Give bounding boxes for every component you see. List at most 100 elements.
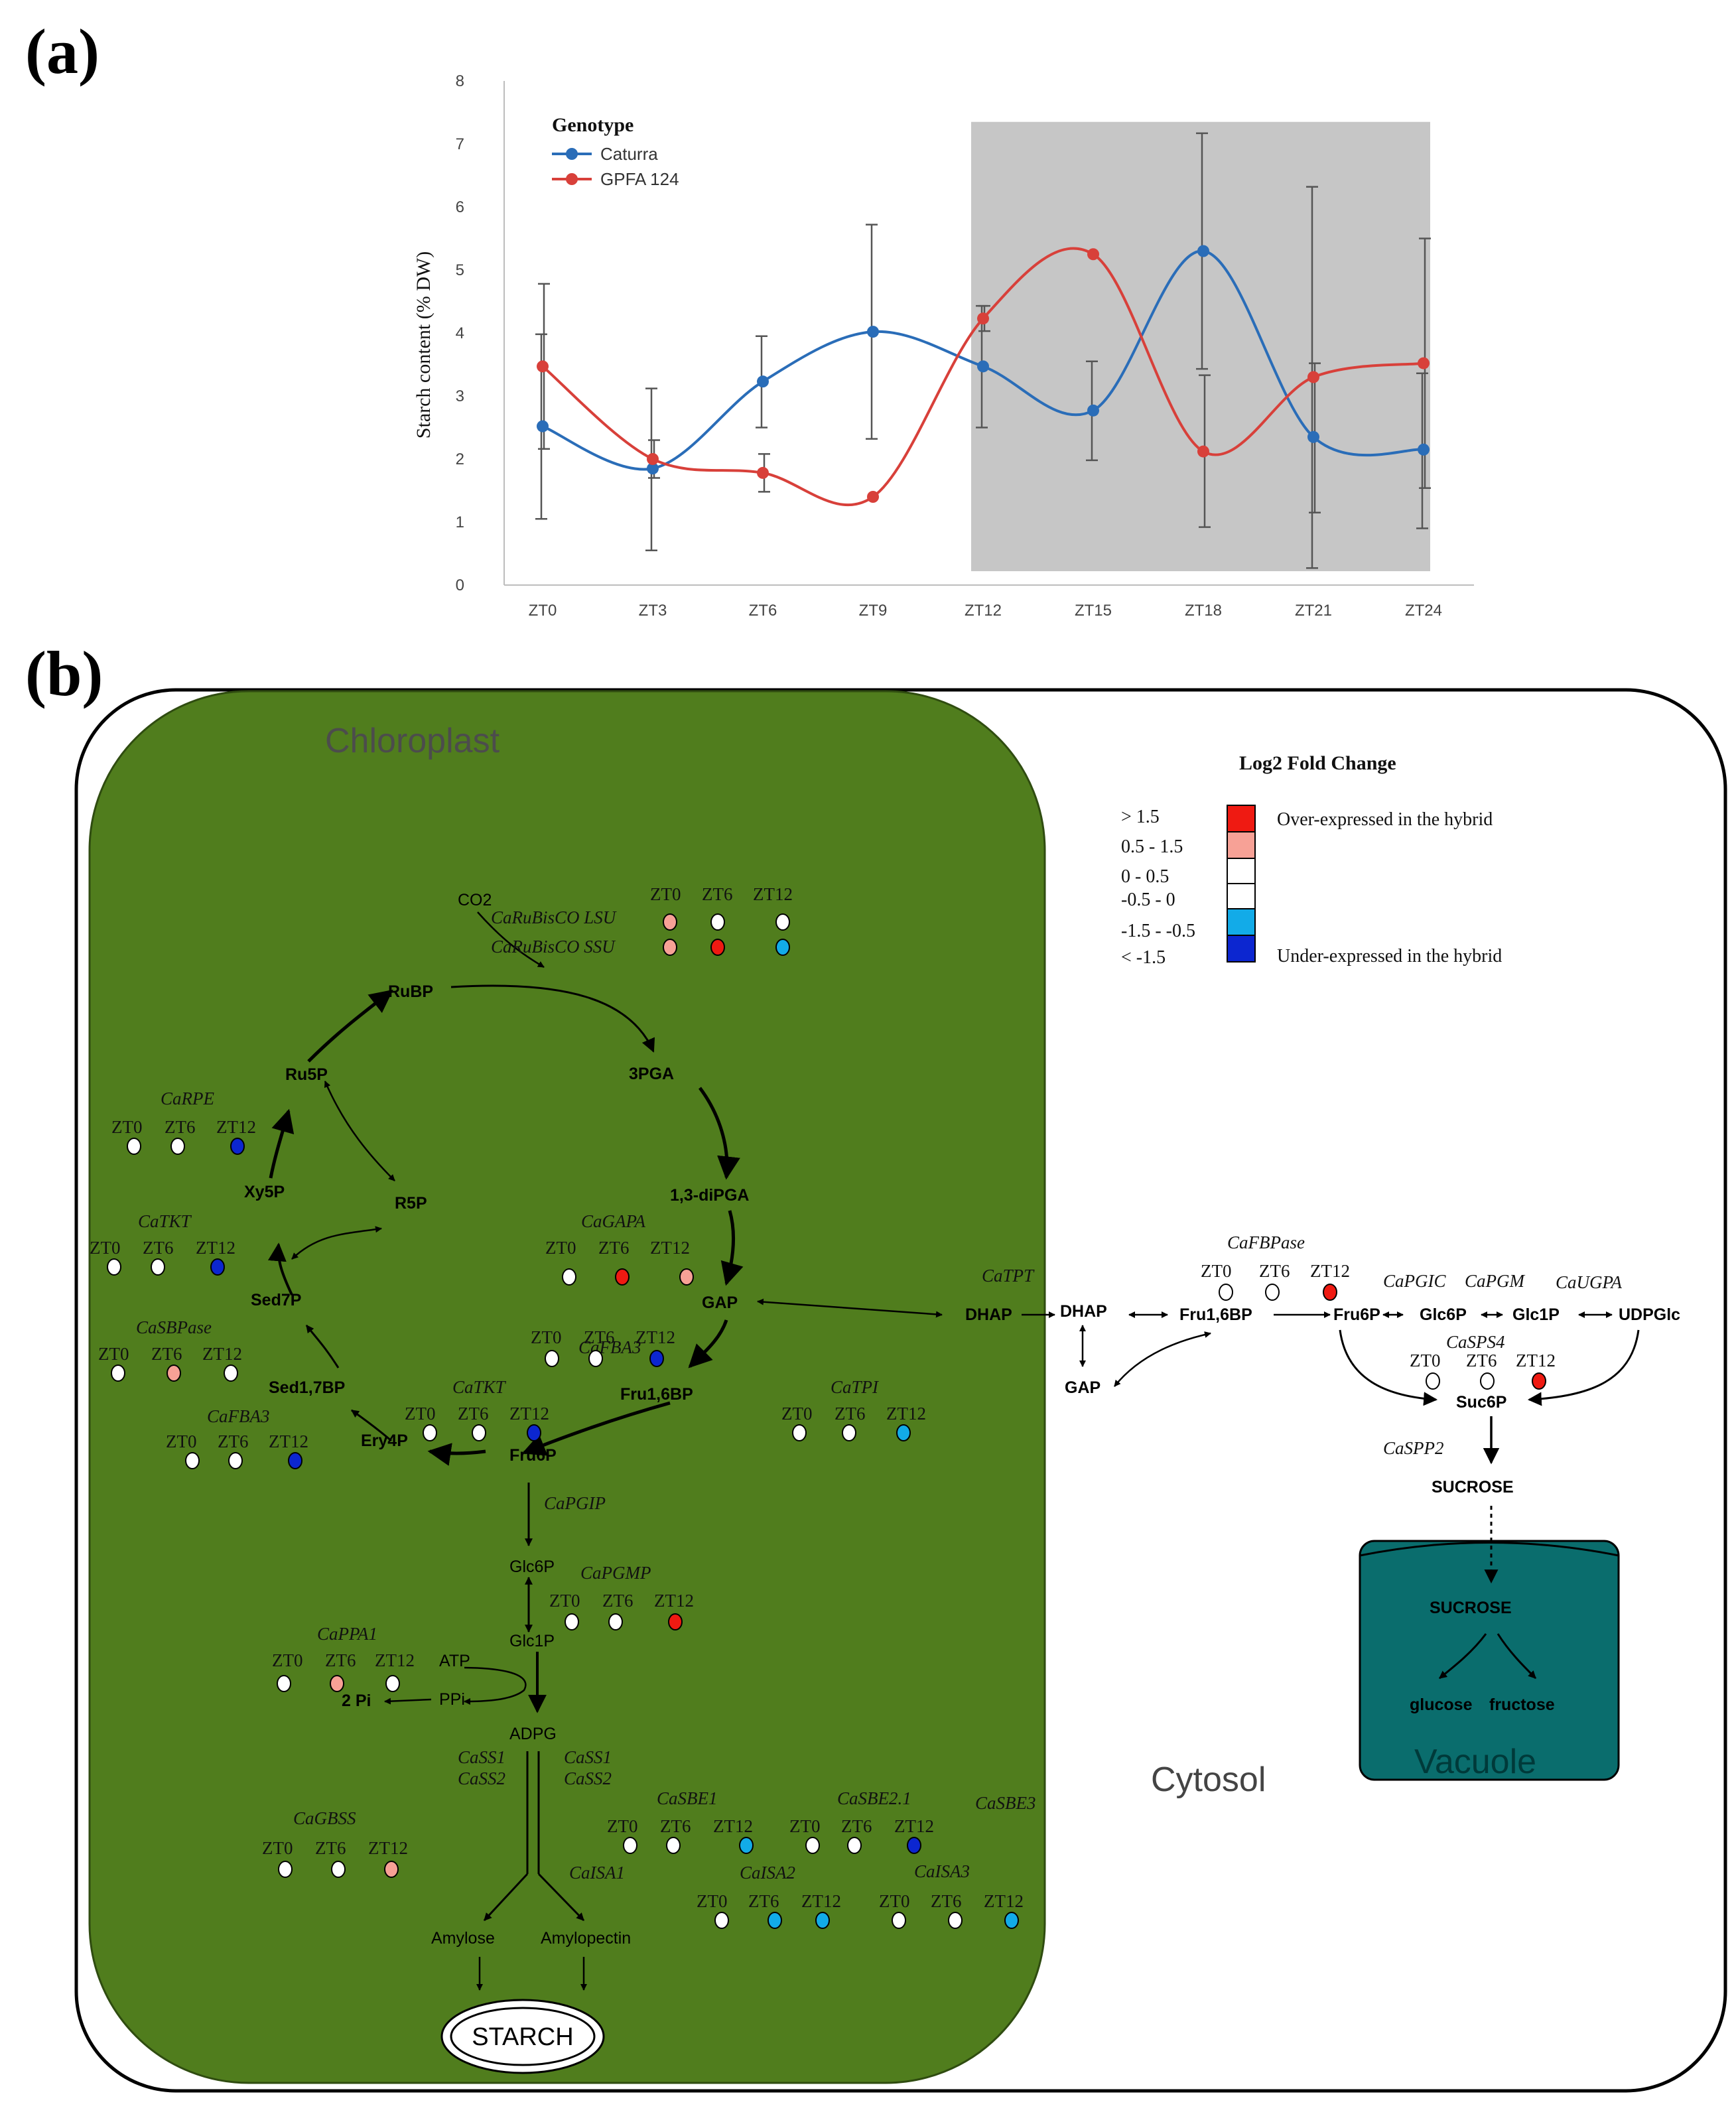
data-point — [537, 420, 549, 432]
gene-name: CaSPS4 — [1446, 1332, 1505, 1352]
timepoint-label: ZT0 — [98, 1344, 129, 1364]
rubp-label: RuBP — [388, 982, 433, 1001]
chart-legend: Genotype Caturra GPFA 124 — [552, 114, 679, 189]
data-point — [867, 491, 879, 503]
casbe3-label: CaSBE3 — [975, 1793, 1036, 1813]
timepoint-label: ZT12 — [650, 1238, 690, 1258]
timepoint-label: ZT0 — [697, 1891, 728, 1911]
y-tick-label: 2 — [456, 450, 464, 468]
gene-group: CaRPE ZT0 ZT6 ZT12 — [111, 1089, 256, 1155]
y-tick-label: 5 — [456, 261, 464, 279]
capgic-label: CaPGIC — [1383, 1271, 1446, 1291]
legend-marker — [566, 148, 578, 160]
x-tick-label: ZT9 — [859, 602, 888, 620]
gene-group: CaFBA3 ZT0 ZT6 ZT12 — [531, 1327, 675, 1367]
x-tick-label: ZT12 — [965, 602, 1002, 620]
gene-group: CaSBE1 ZT0 ZT6 ZT12 — [607, 1788, 754, 1854]
timepoint-label: ZT6 — [1259, 1261, 1290, 1281]
fold-change-dot — [562, 1268, 576, 1286]
co2-label: CO2 — [458, 891, 492, 909]
legend-range-mid-low: -1.5 - -0.5 — [1121, 921, 1195, 941]
timepoint-label: ZT12 — [1516, 1351, 1556, 1370]
gene-group: CaFBPase ZT0 ZT6 ZT12 — [1201, 1232, 1350, 1301]
timepoint-label: ZT12 — [635, 1327, 675, 1347]
atp-label: ATP — [439, 1652, 470, 1670]
gene-name: CaISA2 — [740, 1863, 795, 1883]
chloroplast-label: Chloroplast — [325, 722, 500, 760]
gene-name: CaTKT — [138, 1211, 192, 1231]
legend-swatch-high — [1227, 805, 1256, 832]
fold-change-dot — [224, 1364, 238, 1382]
fold-change-dot — [775, 913, 790, 931]
fold-change-dot — [739, 1837, 754, 1854]
y-tick-label: 8 — [456, 72, 464, 90]
legend-meaning-under: Under-expressed in the hybrid — [1277, 946, 1502, 966]
timepoint-label: ZT12 — [216, 1117, 256, 1137]
sed7p-label: Sed7P — [251, 1291, 301, 1309]
legend-swatch-mid-low — [1227, 908, 1256, 936]
timepoint-label: ZT0 — [272, 1650, 303, 1670]
timepoint-label: ZT6 — [841, 1816, 872, 1836]
fru6p-label: Fru6P — [509, 1446, 557, 1465]
timepoint-label: ZT12 — [368, 1838, 408, 1858]
timepoint-label: ZT6 — [584, 1327, 615, 1347]
fold-change-dot — [385, 1675, 400, 1692]
fold-change-dot — [815, 1912, 830, 1929]
data-point — [867, 326, 879, 338]
x-tick-labels: ZT0 ZT3 ZT6 ZT9 ZT12 ZT15 ZT18 ZT21 ZT24 — [529, 602, 1442, 620]
glucose-label: glucose — [1410, 1695, 1473, 1714]
legend-label: GPFA 124 — [600, 169, 679, 189]
fold-change-dot — [842, 1424, 856, 1441]
gene-group: CaTPI ZT0 ZT6 ZT12 — [781, 1377, 926, 1441]
legend-range-mid-high: 0.5 - 1.5 — [1121, 836, 1183, 857]
3pga-label: 3PGA — [629, 1065, 674, 1083]
dhap-label: DHAP — [1060, 1302, 1107, 1321]
y-tick-label: 1 — [456, 513, 464, 531]
fold-change-dot — [127, 1138, 141, 1155]
catpt-label: CaTPT — [982, 1266, 1035, 1286]
fold-change-dot — [666, 1837, 681, 1854]
fold-change-legend-title: Log2 Fold Change — [1239, 752, 1396, 774]
fold-change-dot — [679, 1268, 694, 1286]
fold-change-dot — [167, 1364, 181, 1382]
glc1p-label: Glc1P — [509, 1632, 555, 1650]
data-point — [1307, 371, 1319, 383]
fold-change-dot — [170, 1138, 185, 1155]
adpg-label: ADPG — [509, 1725, 557, 1743]
xy5p-label: Xy5P — [244, 1183, 285, 1201]
y-tick-label: 4 — [456, 324, 464, 342]
cass2-label-left: CaSS2 — [458, 1768, 505, 1788]
fold-change-dot — [948, 1912, 963, 1929]
timepoint-label: ZT0 — [879, 1891, 910, 1911]
fold-change-dot — [710, 939, 725, 956]
timepoint-label: ZT6 — [598, 1238, 630, 1258]
timepoint-label: ZT6 — [325, 1650, 356, 1670]
x-tick-label: ZT3 — [639, 602, 667, 620]
fold-change-dot — [710, 913, 725, 931]
fold-change-dot — [277, 1675, 291, 1692]
metabolite-labels: CO2 RuBP 3PGA 1,3-diPGA GAP Fru1,6BP Fru… — [244, 891, 1680, 1948]
data-point — [757, 466, 769, 479]
gene-name: CaFBPase — [1227, 1232, 1305, 1252]
glc1p-cytosol-label: Glc1P — [1512, 1305, 1560, 1324]
data-point — [977, 360, 989, 373]
glc6p-label: Glc6P — [509, 1558, 555, 1576]
fold-change-dot — [775, 939, 790, 956]
dhap-transport-label: DHAP — [965, 1305, 1012, 1324]
legend-marker — [566, 173, 578, 185]
x-tick-label: ZT6 — [749, 602, 777, 620]
fold-change-dot — [1004, 1912, 1019, 1929]
fold-change-dot — [228, 1452, 243, 1469]
2pi-label: 2 Pi — [342, 1692, 371, 1710]
fold-change-dot — [588, 1350, 603, 1367]
gene-name: CaSBPase — [136, 1317, 212, 1337]
starch-granule: STARCH — [440, 1999, 605, 2074]
pathway-diagram: Chloroplast Cytosol Vacuole Log2 Fold Ch… — [74, 688, 1727, 2093]
timepoint-label: ZT6 — [1466, 1351, 1497, 1370]
gene-group: CaSBPase ZT0 ZT6 ZT12 — [98, 1317, 242, 1382]
fold-change-dot — [649, 1350, 664, 1367]
fold-change-dot — [330, 1675, 344, 1692]
y-tick-label: 6 — [456, 198, 464, 216]
glc6p-cytosol-label: Glc6P — [1420, 1305, 1467, 1324]
timepoint-label: ZT12 — [202, 1344, 242, 1364]
